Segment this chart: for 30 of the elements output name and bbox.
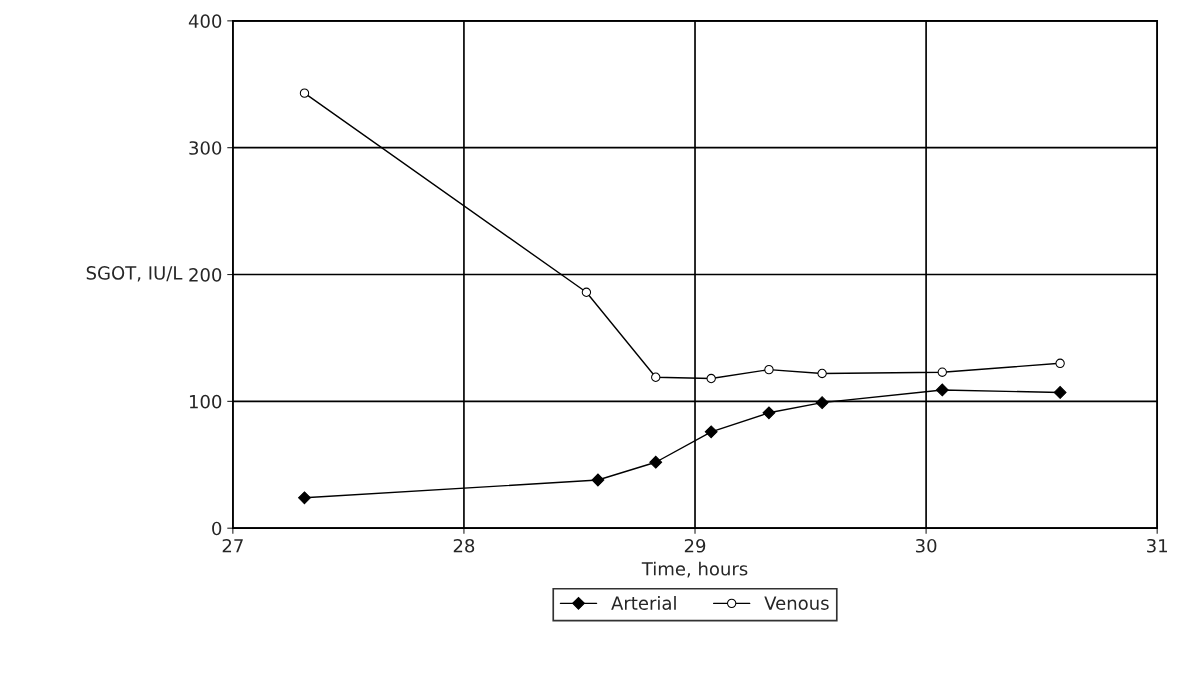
point <box>762 406 776 420</box>
point <box>764 364 774 375</box>
y-tick-label: 400 <box>188 14 222 28</box>
point <box>649 455 663 469</box>
y-tick-label: 200 <box>189 267 222 282</box>
y-tick-label: 100 <box>189 394 222 409</box>
x-tick-label: 27 <box>222 538 243 553</box>
y-tick-label: 0 <box>212 521 222 536</box>
point <box>651 372 661 382</box>
point <box>591 473 605 487</box>
x-tick-label: 30 <box>915 538 937 553</box>
point <box>817 368 827 379</box>
point <box>704 425 718 439</box>
point <box>815 396 829 410</box>
point <box>298 491 311 505</box>
point <box>1055 358 1065 368</box>
point <box>706 373 716 384</box>
x-tick-label: 31 <box>1147 538 1167 553</box>
x-tick-label: 28 <box>453 538 475 553</box>
y-tick-label: 300 <box>189 141 222 155</box>
y-axis-title: SGOT, IU/L <box>86 266 183 282</box>
x-tick-label: 29 <box>684 538 706 553</box>
x-axis-title: Time, hours <box>641 561 748 578</box>
legend-label: Venous <box>764 596 829 610</box>
point <box>935 383 949 397</box>
point <box>937 367 947 377</box>
legend-label: Arterial <box>611 595 676 610</box>
point <box>1053 386 1067 399</box>
point <box>581 287 592 297</box>
point <box>299 88 310 98</box>
